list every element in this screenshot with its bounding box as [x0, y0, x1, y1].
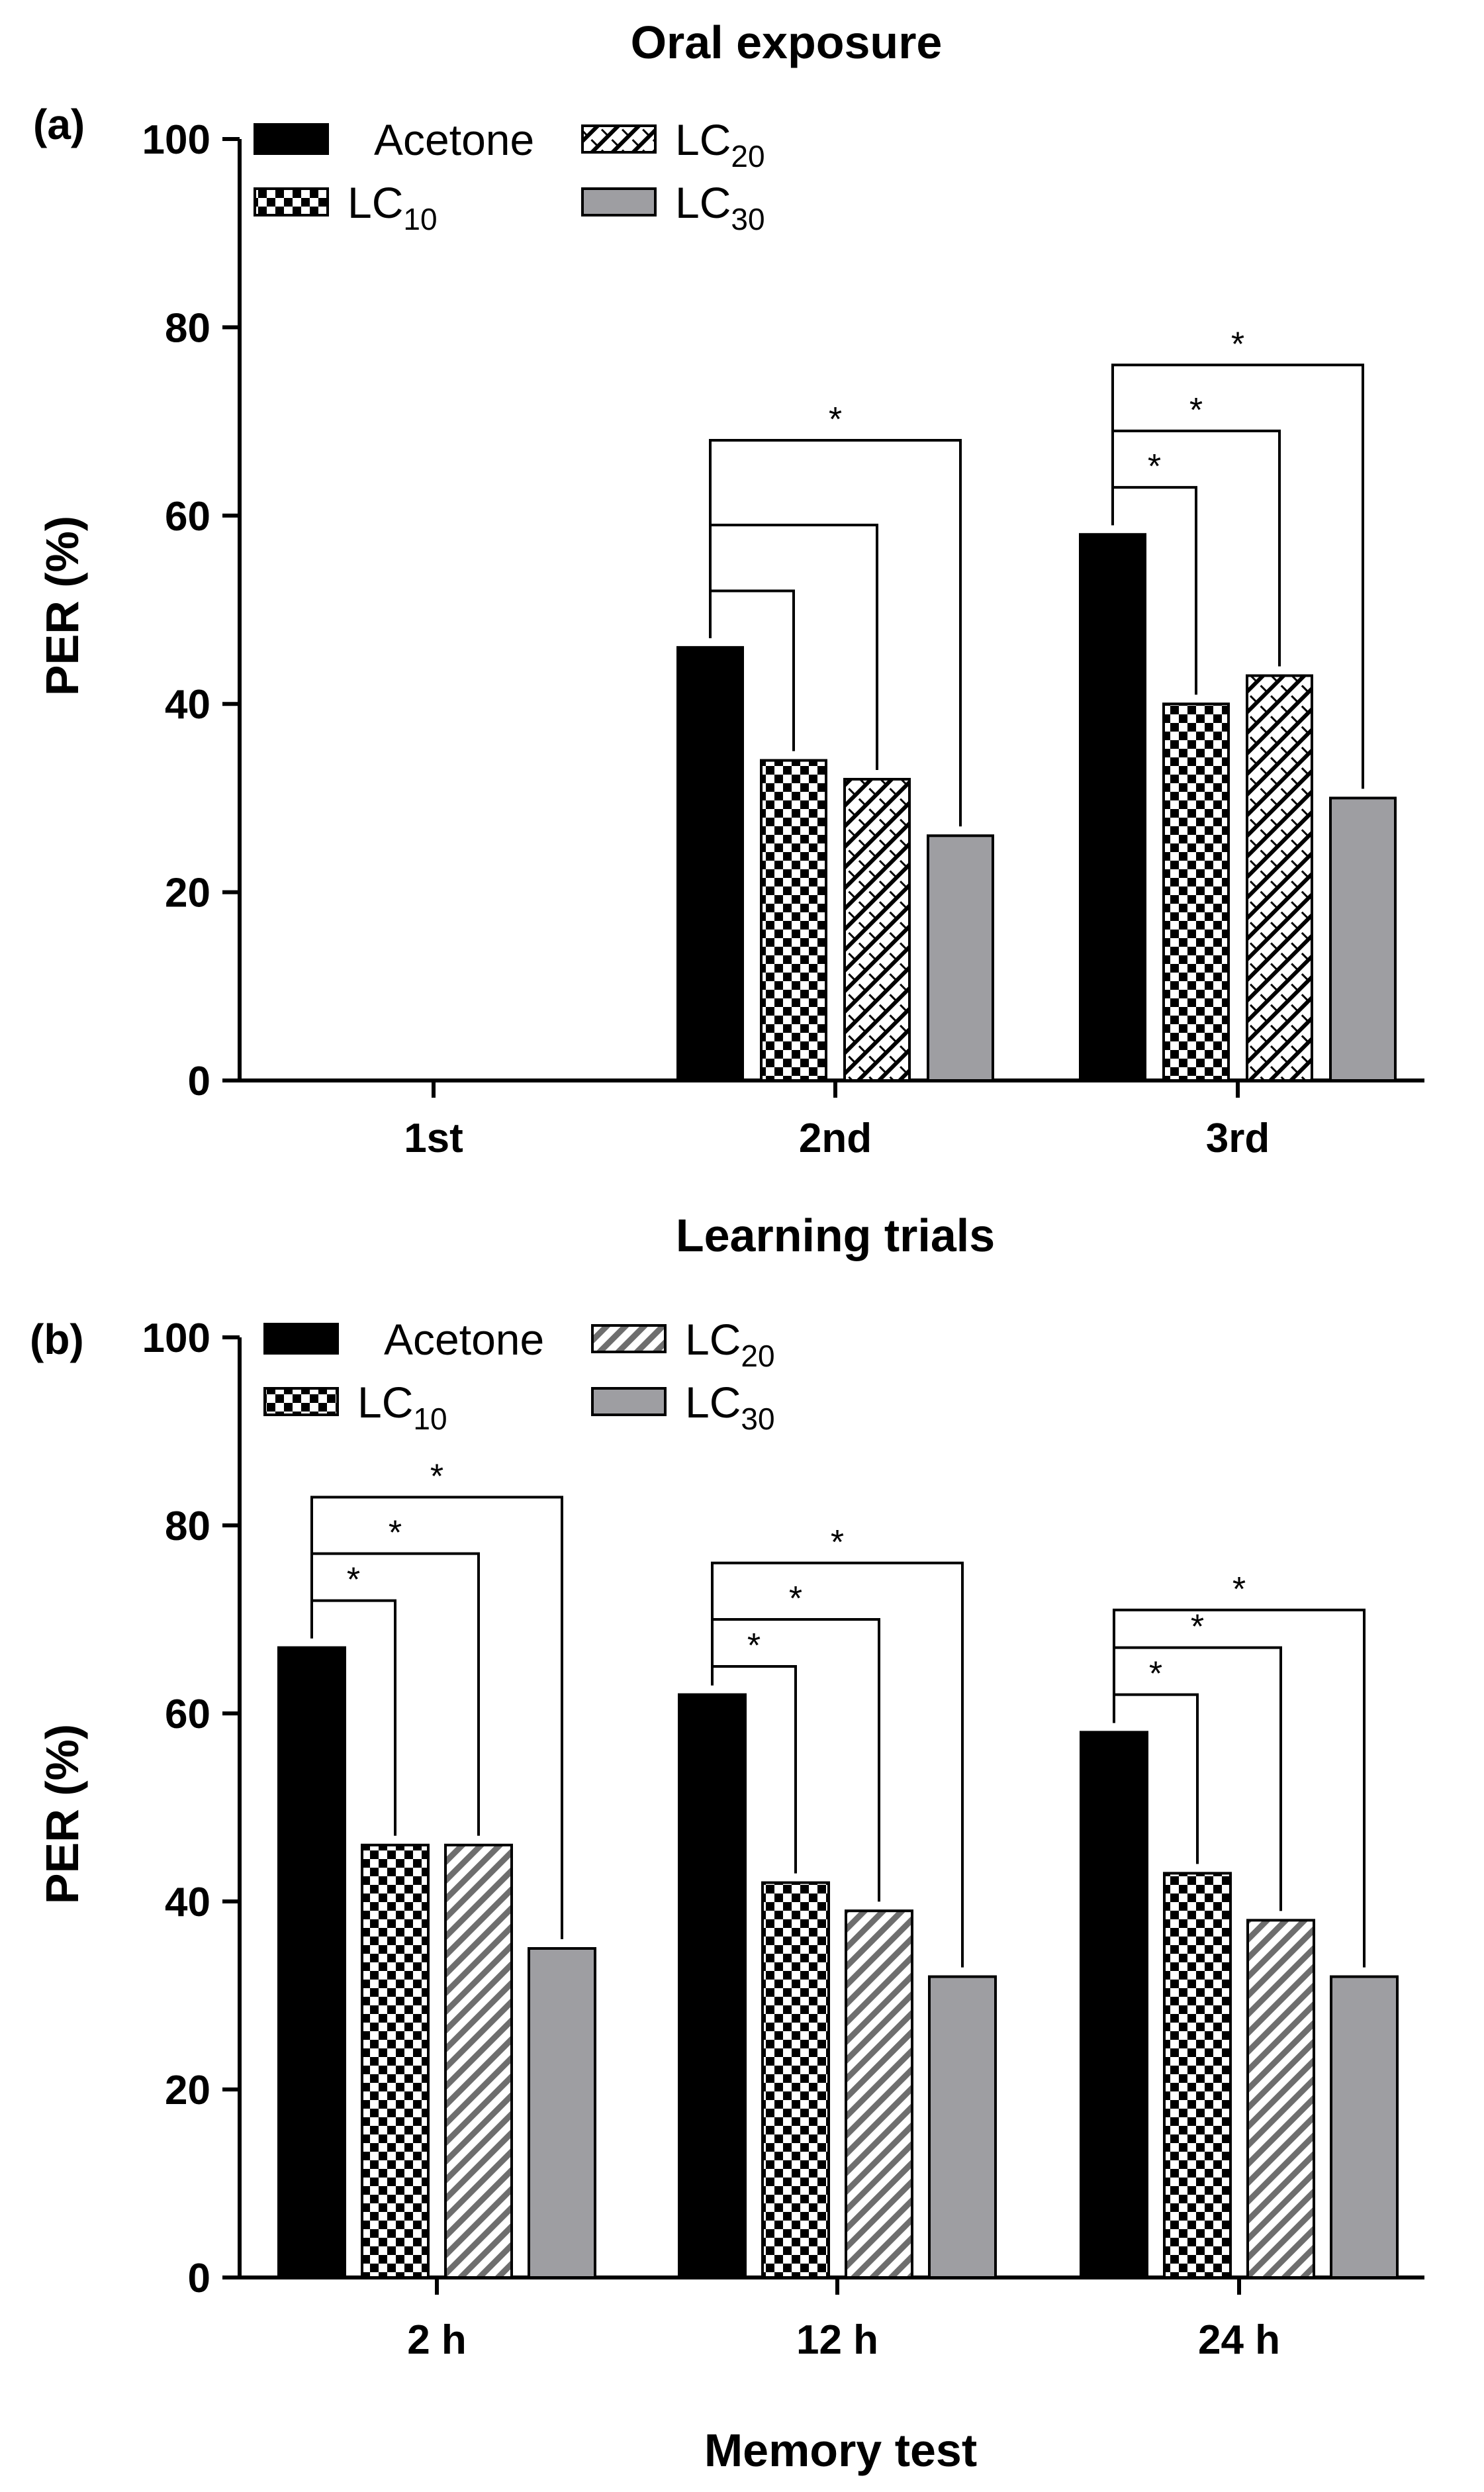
chart-b-xtick-label: 12 h	[796, 2317, 878, 2363]
chart-b-significance-star: *	[831, 1523, 844, 1562]
chart-a-ylabel: PER (%)	[36, 516, 88, 696]
chart-b-bar-lc10-1	[761, 1881, 830, 2279]
chart-a-significance-bracket	[709, 439, 962, 827]
chart-b-xtick-label: 2 h	[407, 2317, 467, 2363]
legend-subscript-lc30: 30	[731, 202, 765, 236]
chart-b-ytick-label: 80	[165, 1504, 210, 1549]
chart-a-significance-star: *	[1231, 325, 1244, 363]
chart-a-bar-acetone-2	[1079, 533, 1146, 1082]
chart-b-significance-star: *	[1191, 1608, 1204, 1647]
chart-b-ytick-label: 20	[165, 2068, 210, 2113]
legend-subscript-lc10: 10	[413, 1402, 447, 1436]
chart-a-bar-lc10-2	[1162, 702, 1230, 1082]
legend-label-lc10: LC10	[348, 178, 438, 236]
chart-b-bar-lc10-2	[1163, 1872, 1232, 2279]
chart-b-significance-bracket	[1113, 1608, 1366, 1968]
legend-swatch-lc10	[263, 1387, 339, 1416]
chart-b-bar-acetone-2	[1080, 1731, 1148, 2279]
chart-a-significance-bracket	[1111, 363, 1364, 789]
chart-a-bar-lc20-1	[843, 777, 911, 1082]
chart-b-significance-star: *	[389, 1514, 402, 1553]
chart-a-ytick-label: 80	[165, 305, 210, 351]
chart-a-ytick-label: 40	[165, 682, 210, 728]
chart-a: 0 20 40 60 80 100 1st 2nd 3rd * * * * Acetone LC10 LC20…	[142, 115, 1424, 1161]
chart-b: 0 20 40 60 80 100 2 h 12 h 24 h * * * * * * * * * Acetone L…	[142, 1315, 1424, 2363]
chart-b-significance-star: *	[1232, 1570, 1246, 1609]
chart-a-significance-star: *	[1189, 391, 1203, 430]
chart-a-ytick-label: 0	[188, 1059, 210, 1104]
chart-b-ytick-label: 0	[188, 2256, 210, 2301]
chart-b-significance-star: *	[1149, 1655, 1162, 1694]
chart-b-xtick-label: 24 h	[1198, 2317, 1280, 2363]
chart-a-ytick-label: 20	[165, 871, 210, 916]
chart-b-bar-lc30-0	[528, 1947, 596, 2279]
legend-subscript-lc30: 30	[741, 1402, 774, 1436]
legend-label-lc20: LC20	[685, 1315, 775, 1373]
chart-b-bar-acetone-0	[277, 1646, 346, 2279]
legend-swatch-acetone	[254, 123, 329, 155]
chart-b-significance-star: *	[789, 1580, 802, 1618]
chart-a-bar-lc10-1	[760, 759, 827, 1082]
chart-b-bar-lc30-2	[1330, 1975, 1399, 2279]
chart-b-significance-bracket	[310, 1496, 563, 1939]
chart-b-significance-star: *	[430, 1457, 443, 1496]
chart-a-title: Oral exposure	[631, 17, 943, 68]
legend-swatch-lc20	[581, 124, 657, 154]
chart-b-bar-acetone-1	[678, 1693, 747, 2279]
legend-label-acetone: Acetone	[384, 1315, 544, 1364]
chart-a-xtick-label: 1st	[404, 1116, 463, 1161]
chart-b-bar-lc20-2	[1246, 1919, 1315, 2279]
legend-label-lc30: LC30	[675, 178, 765, 236]
chart-b-bar-lc30-1	[928, 1975, 997, 2279]
legend-swatch-lc20	[591, 1324, 667, 1353]
chart-a-bar-lc30-2	[1329, 796, 1397, 1082]
chart-a-significance-star: *	[829, 401, 842, 439]
legend-label-acetone: Acetone	[374, 115, 534, 164]
chart-b-significance-star: *	[347, 1561, 360, 1600]
chart-b-significance-star: *	[747, 1627, 761, 1665]
chart-a-ytick-label: 100	[142, 117, 210, 163]
legend-subscript-lc20: 20	[741, 1339, 774, 1373]
legend-subscript-lc10: 10	[403, 202, 437, 236]
chart-b-significance-bracket	[711, 1561, 964, 1968]
chart-a-ytick-label: 60	[165, 494, 210, 540]
legend-swatch-lc30	[591, 1387, 667, 1416]
legend-swatch-acetone	[263, 1323, 339, 1355]
chart-b-ytick-label: 60	[165, 1692, 210, 1737]
chart-b-bar-lc10-0	[361, 1843, 430, 2279]
chart-a-bar-lc20-2	[1246, 674, 1313, 1082]
legend-label-lc10: LC10	[357, 1378, 447, 1436]
chart-a-bar-lc30-1	[927, 834, 994, 1082]
chart-a-xtick-label: 2nd	[799, 1116, 872, 1161]
chart-b-ylabel: PER (%)	[36, 1724, 88, 1904]
chart-a-significance-star: *	[1148, 448, 1161, 486]
chart-b-ytick-label: 100	[142, 1316, 210, 1361]
chart-b-bar-lc20-1	[845, 1909, 913, 2279]
chart-a-panel-label: (a)	[33, 101, 85, 148]
legend-subscript-lc20: 20	[731, 139, 765, 173]
legend-label-lc30: LC30	[685, 1378, 775, 1436]
chart-a-bar-acetone-1	[676, 646, 744, 1082]
chart-a-xtick-label: 3rd	[1206, 1116, 1270, 1161]
legend-swatch-lc30	[581, 187, 657, 216]
legend-swatch-lc10	[254, 187, 329, 216]
chart-b-bar-lc20-0	[444, 1843, 513, 2279]
chart-b-xlabel: Memory test	[704, 2424, 977, 2476]
chart-b-ytick-label: 40	[165, 1880, 210, 1925]
legend-label-lc20: LC20	[675, 115, 765, 173]
chart-a-xlabel: Learning trials	[676, 1210, 995, 1261]
chart-b-panel-label: (b)	[30, 1316, 84, 1363]
